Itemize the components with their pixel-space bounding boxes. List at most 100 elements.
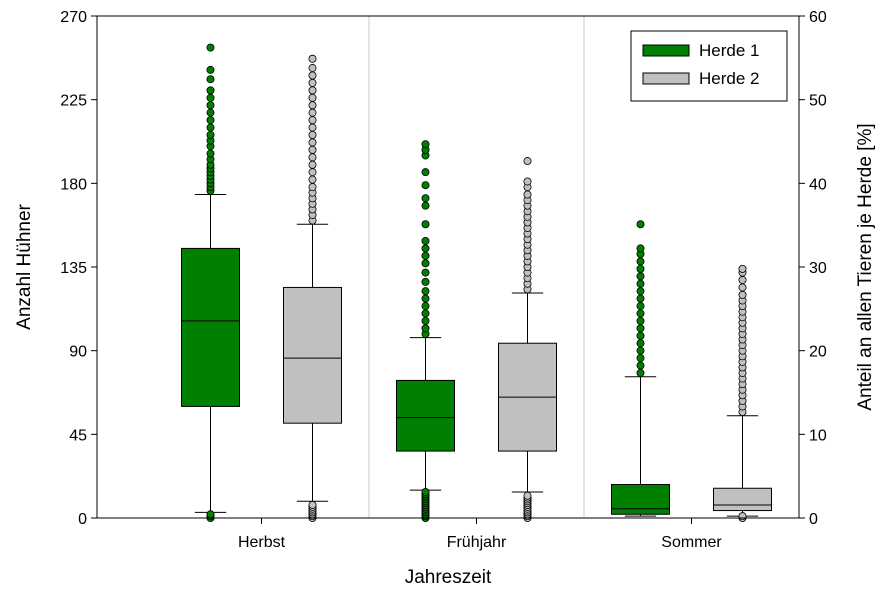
outlier-point (636, 361, 645, 370)
outlier-point (308, 78, 317, 87)
outlier-point (421, 168, 430, 177)
outlier-point (308, 86, 317, 95)
outlier-point (421, 236, 430, 245)
outlier-point (308, 145, 317, 154)
outlier-point (636, 279, 645, 288)
y-tick-label: 180 (60, 176, 87, 193)
x-axis-title: Jahreszeit (405, 567, 492, 588)
outlier-point (308, 138, 317, 147)
y-tick-label: 0 (78, 511, 87, 528)
legend-label-herde-1: Herde 1 (699, 41, 759, 60)
x-tick-label: Sommer (661, 534, 722, 551)
box-herde-1-herbst (181, 43, 240, 523)
box-herde-1-sommer (611, 220, 670, 517)
outlier-point (308, 175, 317, 184)
outlier-point (523, 177, 532, 186)
y-tick-label: 225 (60, 93, 87, 110)
outlier-point (206, 43, 215, 52)
outlier-point (421, 487, 430, 496)
legend-swatch-herde-1 (642, 44, 690, 57)
outlier-point (206, 101, 215, 110)
outlier-point (421, 324, 430, 333)
outlier-point (636, 244, 645, 253)
y2-tick-label: 50 (809, 93, 827, 110)
outlier-point (421, 294, 430, 303)
y-tick-label: 90 (69, 344, 87, 361)
outlier-point (738, 512, 747, 521)
box-iqr (713, 487, 772, 512)
y2-tick-label: 60 (809, 9, 827, 26)
axis-layer: 0 45 90 135 180 225 270 0 10 20 30 40 50 60 Herbst Früh… (60, 9, 827, 551)
outlier-point (523, 491, 532, 500)
outlier-point (421, 244, 430, 253)
outlier-point (206, 108, 215, 117)
y-tick-label: 270 (60, 9, 87, 26)
y2-tick-label: 40 (809, 176, 827, 193)
x-tick-label: Herbst (238, 534, 286, 551)
outlier-point (636, 324, 645, 333)
outlier-point (421, 251, 430, 260)
outlier-point (308, 160, 317, 169)
y-tick-label: 135 (60, 260, 87, 277)
outlier-point (636, 316, 645, 325)
outlier-point (636, 331, 645, 340)
outlier-point (308, 101, 317, 110)
outlier-point (421, 268, 430, 277)
legend: Herde 1 Herde 2 (630, 30, 788, 102)
box-herde-2-sommer (713, 264, 772, 523)
outlier-point (523, 190, 532, 199)
outlier-point (206, 75, 215, 84)
outlier-point (308, 130, 317, 139)
box-herde-2-herbst (283, 54, 342, 523)
box-herde-2-frühjahr (498, 157, 557, 523)
outlier-point (636, 294, 645, 303)
x-tick-label: Frühjahr (447, 534, 507, 551)
outlier-point (636, 257, 645, 266)
outlier-point (308, 108, 317, 117)
outlier-point (738, 283, 747, 292)
outlier-point (636, 287, 645, 296)
outlier-point (206, 86, 215, 95)
outlier-point (308, 153, 317, 162)
outlier-point (421, 181, 430, 190)
outlier-point (636, 302, 645, 311)
outlier-point (308, 116, 317, 125)
outlier-point (206, 510, 215, 519)
outlier-point (421, 220, 430, 229)
outlier-point (421, 316, 430, 325)
legend-frame (630, 30, 788, 102)
outlier-point (523, 157, 532, 166)
y2-tick-label: 20 (809, 344, 827, 361)
legend-label-herde-2: Herde 2 (699, 69, 759, 88)
outlier-point (636, 220, 645, 229)
box-iqr (181, 247, 240, 407)
outlier-point (738, 290, 747, 299)
outlier-point (636, 264, 645, 273)
outlier-point (308, 54, 317, 63)
box-iqr (283, 286, 342, 424)
outlier-point (421, 302, 430, 311)
outlier-point (206, 116, 215, 125)
outlier-point (738, 276, 747, 285)
outlier-point (421, 277, 430, 286)
y2-tick-label: 10 (809, 427, 827, 444)
outlier-point (308, 183, 317, 192)
outlier-point (738, 264, 747, 273)
y-tick-label: 45 (69, 427, 87, 444)
outlier-point (636, 272, 645, 281)
outlier-point (308, 500, 317, 509)
outlier-point (206, 93, 215, 102)
outlier-point (636, 339, 645, 348)
outlier-point (308, 123, 317, 132)
y-axis-title: Anzahl Hühner (14, 203, 35, 329)
outlier-point (206, 130, 215, 139)
y2-tick-label: 30 (809, 260, 827, 277)
y2-axis-title: Anteil an allen Tieren je Herde [%] (855, 123, 876, 410)
outlier-point (308, 168, 317, 177)
box-layer (181, 43, 772, 523)
box-iqr (611, 484, 670, 515)
outlier-point (206, 149, 215, 158)
outlier-point (421, 287, 430, 296)
box-iqr (396, 379, 455, 452)
